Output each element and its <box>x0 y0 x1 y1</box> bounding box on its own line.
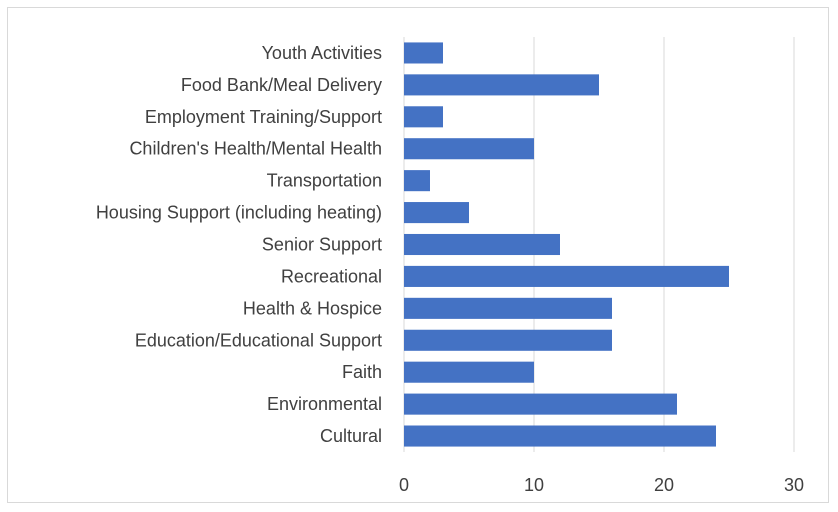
category-label: Senior Support <box>262 235 382 255</box>
category-label: Faith <box>342 362 382 382</box>
bar-0 <box>404 42 443 64</box>
bar-5 <box>404 202 469 224</box>
bar-3 <box>404 138 534 160</box>
bar-10 <box>404 361 534 383</box>
category-label: Recreational <box>281 266 382 286</box>
bar-8 <box>404 297 612 319</box>
bar-12 <box>404 425 716 447</box>
x-tick-labels: 0 10 20 30 <box>399 475 804 495</box>
bar-11 <box>404 393 677 415</box>
category-label: Children's Health/Mental Health <box>129 139 382 159</box>
x-tick-label: 30 <box>784 475 804 495</box>
x-tick-label: 0 <box>399 475 409 495</box>
bar-6 <box>404 233 560 256</box>
category-label: Environmental <box>267 394 382 414</box>
bar-1 <box>404 74 599 96</box>
bar-2 <box>404 106 443 128</box>
category-label: Transportation <box>267 171 382 191</box>
x-tick-label: 10 <box>524 475 544 495</box>
category-label: Youth Activities <box>262 43 382 63</box>
bar-9 <box>404 329 612 351</box>
category-label: Health & Hospice <box>243 298 382 318</box>
category-label: Food Bank/Meal Delivery <box>181 75 382 95</box>
category-labels: Youth Activities Food Bank/Meal Delivery E… <box>96 43 382 446</box>
category-label: Education/Educational Support <box>135 330 382 350</box>
x-tick-label: 20 <box>654 475 674 495</box>
bar-4 <box>404 170 430 192</box>
category-label: Housing Support (including heating) <box>96 203 382 223</box>
bar-7 <box>404 265 729 287</box>
category-label: Employment Training/Support <box>145 107 382 127</box>
category-label: Cultural <box>320 426 382 446</box>
bars <box>404 42 729 447</box>
